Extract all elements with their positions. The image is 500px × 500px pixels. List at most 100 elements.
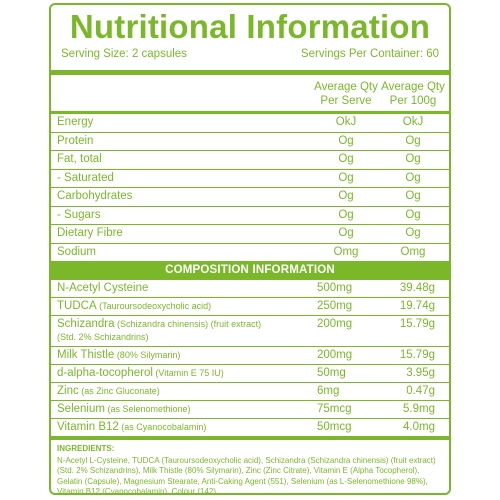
- ingredient-qty: 250mg: [317, 300, 353, 312]
- ingredient-name: Selenium: [57, 403, 105, 415]
- per-100g-value: Og: [405, 208, 421, 221]
- ingredient-name: Vitamin B12: [57, 421, 119, 433]
- per-serve-header-line1: Average Qty: [314, 81, 378, 93]
- ingredient-name-cell: TUDCA (Tauroursodeoxycholic acid): [57, 298, 317, 315]
- ingredient-detail: (Vitamin E 75 IU): [152, 368, 224, 378]
- ingredient-qty: 200mg: [317, 318, 353, 330]
- ingredient-qty: 50mcg: [317, 421, 352, 433]
- nutrition-table: Energy OkJ OkJ Protein Og Og Fat, total Og Og - S…: [51, 114, 449, 261]
- per-serve-value: Og: [338, 190, 354, 202]
- composition-heading: COMPOSITION INFORMATION: [51, 261, 449, 280]
- ingredient-name-cell: d-alpha-tocopherol (Vitamin E 75 IU): [57, 365, 317, 382]
- per-100g-value: Og: [405, 190, 421, 202]
- ingredient-per-100g: 3.95g: [406, 367, 435, 379]
- composition-row: d-alpha-tocopherol (Vitamin E 75 IU) 50mg…: [51, 365, 449, 383]
- per-serve-value: OkJ: [335, 116, 357, 128]
- ingredient-name: Zinc: [57, 385, 79, 397]
- nutrition-row: - Saturated Og Og: [51, 170, 449, 188]
- ingredient-name-cell: Zinc (as Zinc Gluconate): [57, 383, 317, 400]
- serving-info: Serving Size: 2 capsules Servings Per Co…: [51, 45, 449, 64]
- ingredient-detail: (Schizandra chinensis) (fruit extract): [114, 319, 262, 329]
- ingredient-name: N-Acetyl Cysteine: [57, 282, 149, 294]
- per-100g-value: OkJ: [402, 116, 424, 128]
- ingredient-name: TUDCA: [57, 300, 97, 312]
- serving-size: Serving Size: 2 capsules: [61, 48, 187, 60]
- nutrient-label: Protein: [57, 134, 94, 147]
- per-100g-value: Og: [405, 227, 421, 239]
- ingredient-detail: (80% Silymarin): [114, 350, 181, 360]
- nutrition-row: Protein Og Og: [51, 133, 449, 151]
- nutrient-label: Dietary Fibre: [57, 227, 123, 239]
- per-serve-value: Og: [338, 153, 354, 165]
- ingredients-text: N-Acetyl L-Cysteine, TUDCA (Tauroursodeo…: [57, 455, 436, 495]
- per-100g-header-line2: Per 100g: [389, 95, 437, 107]
- column-headers: Average Qty Per Serve Average Qty Per 10…: [51, 75, 449, 111]
- nutrient-label: - Sugars: [57, 208, 101, 221]
- ingredient-per-100g: 19.74g: [399, 300, 435, 312]
- header-divider: [51, 70, 449, 75]
- composition-row: Selenium (as Selenomethione) 75mcg 5.9mg: [51, 401, 449, 419]
- per-serve-header-line2: Per Serve: [320, 95, 372, 107]
- nutrition-panel: Nutritional Information Serving Size: 2 …: [49, 3, 451, 495]
- ingredient-name-cell: N-Acetyl Cysteine: [57, 280, 317, 297]
- ingredient-name: Schizandra: [57, 318, 115, 330]
- ingredients-divider: [51, 437, 449, 440]
- nutrition-row: Energy OkJ OkJ: [51, 114, 449, 133]
- per-serve-value: Og: [338, 134, 354, 147]
- composition-row: Milk Thistle (80% Silymarin) 200mg 15.79g: [51, 347, 449, 365]
- ingredient-detail: (as Zinc Gluconate): [78, 386, 160, 396]
- per-100g-value: Og: [405, 153, 421, 165]
- panel-title: Nutritional Information: [69, 8, 431, 45]
- composition-row: TUDCA (Tauroursodeoxycholic acid) 250mg 19…: [51, 298, 449, 316]
- nutrition-row: Dietary Fibre Og Og: [51, 225, 449, 244]
- servings-per-container: Servings Per Container: 60: [300, 48, 439, 60]
- per-100g-header-line1: Average Qty: [381, 81, 445, 93]
- ingredient-per-100g: 15.79g: [399, 318, 435, 330]
- ingredient-name: d-alpha-tocopherol: [57, 367, 153, 379]
- ingredient-per-100g: 0.47g: [406, 385, 435, 397]
- nutrient-label: Fat, total: [57, 153, 102, 165]
- ingredient-qty: 75mcg: [317, 403, 352, 415]
- per-serve-value: Og: [338, 208, 354, 221]
- ingredient-qty: 200mg: [317, 349, 353, 361]
- ingredient-name-cell: Schizandra (Schizandra chinensis) (fruit…: [57, 316, 317, 346]
- nutrition-row: - Sugars Og Og: [51, 207, 449, 225]
- per-serve-value: Og: [338, 171, 354, 184]
- nutrition-row: Sodium Omg Omg: [51, 244, 449, 262]
- table-divider: [51, 111, 449, 114]
- ingredient-name-cell: Selenium (as Selenomethione): [57, 401, 317, 418]
- ingredient-name-cell: Vitamin B12 (as Cyanocobalamin): [57, 419, 317, 436]
- ingredient-qty: 50mg: [317, 367, 346, 379]
- ingredients-section: INGREDIENTS: N-Acetyl L-Cysteine, TUDCA …: [51, 440, 449, 495]
- per-100g-value: Omg: [400, 245, 426, 258]
- nutrition-row: Carbohydrates Og Og: [51, 188, 449, 207]
- ingredient-name-cell: Milk Thistle (80% Silymarin): [57, 347, 317, 364]
- per-100g-value: Og: [405, 134, 421, 147]
- composition-row: N-Acetyl Cysteine 500mg 39.48g: [51, 280, 449, 298]
- composition-row: Vitamin B12 (as Cyanocobalamin) 50mcg 4.0m…: [51, 419, 449, 437]
- composition-table: N-Acetyl Cysteine 500mg 39.48g TUDCA (Tauro…: [51, 280, 449, 437]
- per-serve-header: Average Qty Per Serve: [311, 80, 381, 111]
- ingredients-heading: INGREDIENTS:: [57, 444, 115, 453]
- ingredient-detail-2: (Std. 2% Schizandrins): [57, 332, 149, 342]
- ingredient-qty: 500mg: [317, 282, 353, 294]
- ingredient-per-100g: 5.9mg: [403, 403, 435, 415]
- ingredient-detail: (as Selenomethione): [104, 404, 191, 414]
- ingredient-per-100g: 4.0mg: [403, 421, 435, 433]
- per-100g-value: Og: [405, 171, 421, 184]
- per-serve-value: Og: [338, 227, 354, 239]
- ingredient-name: Milk Thistle: [57, 349, 115, 361]
- ingredient-per-100g: 15.79g: [399, 349, 435, 361]
- per-serve-value: Omg: [333, 245, 359, 258]
- nutrient-label: Energy: [57, 116, 94, 128]
- composition-row: Schizandra (Schizandra chinensis) (fruit…: [51, 316, 449, 347]
- nutrient-label: Sodium: [57, 245, 96, 258]
- per-100g-header: Average Qty Per 100g: [381, 80, 445, 111]
- ingredient-qty: 6mg: [317, 385, 340, 397]
- nutrient-label: - Saturated: [57, 171, 114, 184]
- composition-row: Zinc (as Zinc Gluconate) 6mg 0.47g: [51, 383, 449, 401]
- ingredient-per-100g: 39.48g: [399, 282, 435, 294]
- ingredient-detail: (Tauroursodeoxycholic acid): [96, 301, 212, 311]
- ingredient-detail: (as Cyanocobalamin): [118, 422, 207, 432]
- nutrition-row: Fat, total Og Og: [51, 151, 449, 170]
